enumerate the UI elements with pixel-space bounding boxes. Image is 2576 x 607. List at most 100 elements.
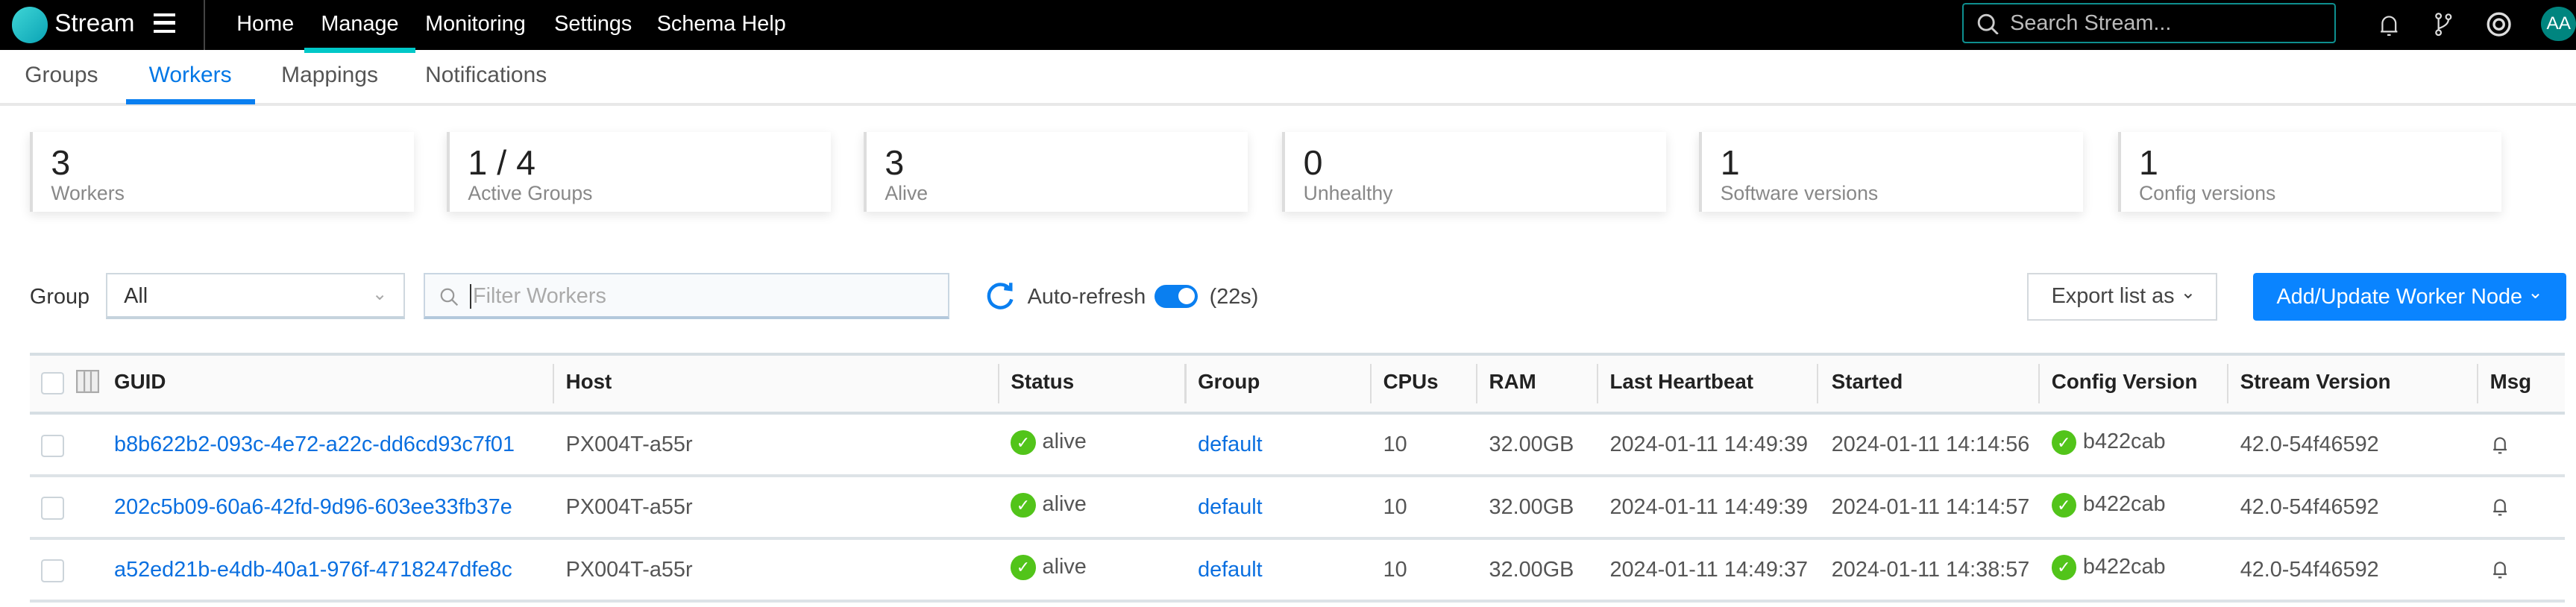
tab-groups[interactable]: Groups (25, 63, 98, 88)
worker-config-version: ✓ b422cab (2051, 429, 2166, 455)
chevron-down-icon: ⌄ (371, 284, 388, 305)
worker-config-version: ✓ b422cab (2051, 491, 2166, 518)
stat-card-alive: 3 Alive (864, 132, 1248, 212)
refresh-icon[interactable] (986, 281, 1016, 311)
worker-group-link[interactable]: default (1198, 433, 1263, 457)
stat-label: Config versions (2138, 182, 2276, 205)
divider (203, 0, 206, 50)
worker-last-heartbeat: 2024-01-11 14:49:39 (1609, 433, 1809, 457)
stream-logo[interactable] (11, 6, 48, 43)
group-select-value: All (124, 284, 148, 309)
status-text: alive (1042, 429, 1087, 453)
search-placeholder: Search Stream... (2010, 11, 2172, 36)
worker-stream-version: 42.0-54f46592 (2240, 433, 2379, 457)
worker-ram: 32.00GB (1489, 433, 1574, 457)
check-circle-icon: ✓ (2051, 430, 2077, 455)
tab-workers[interactable]: Workers (125, 63, 255, 105)
col-cpus[interactable]: CPUs (1383, 370, 1439, 394)
git-branch-icon[interactable] (2434, 12, 2454, 37)
worker-guid-link[interactable]: 202c5b09-60a6-42fd-9d96-603ee33fb37e (114, 495, 512, 520)
col-config-version[interactable]: Config Version (2051, 370, 2198, 394)
filter-workers-input[interactable]: Filter Workers (423, 273, 950, 320)
stat-card-active-groups: 1 / 4 Active Groups (446, 132, 831, 212)
row-checkbox[interactable] (41, 434, 65, 458)
stat-label: Workers (51, 182, 125, 205)
worker-started: 2024-01-11 14:14:56 (1831, 433, 2030, 457)
menu-icon[interactable] (154, 13, 176, 34)
worker-last-heartbeat: 2024-01-11 14:49:37 (1609, 558, 1809, 582)
stat-card-config-versions: 1 Config versions (2117, 132, 2502, 212)
stat-value: 1 / 4 (468, 142, 535, 182)
tab-notifications[interactable]: Notifications (425, 63, 547, 88)
filter-placeholder: Filter Workers (469, 284, 606, 309)
help-lifebuoy-icon[interactable] (2487, 12, 2511, 37)
col-started[interactable]: Started (1831, 370, 1903, 394)
top-navbar: Stream Home Manage Monitoring Settings S… (0, 0, 2576, 53)
worker-started: 2024-01-11 14:38:57 (1831, 558, 2030, 582)
bell-icon[interactable] (2492, 435, 2508, 455)
stat-value: 1 (2138, 142, 2158, 182)
col-status[interactable]: Status (1011, 370, 1075, 394)
worker-ram: 32.00GB (1489, 495, 1574, 520)
col-ram[interactable]: RAM (1489, 370, 1536, 394)
nav-settings[interactable]: Settings (554, 11, 632, 36)
bell-icon[interactable] (2492, 497, 2508, 517)
worker-group-link[interactable]: default (1198, 495, 1263, 520)
worker-guid-link[interactable]: b8b622b2-093c-4e72-a22c-dd6cd93c7f01 (114, 433, 515, 457)
col-host[interactable]: Host (565, 370, 612, 394)
auto-refresh-label: Auto-refresh (1027, 284, 1146, 309)
row-checkbox[interactable] (41, 497, 65, 520)
worker-group-link[interactable]: default (1198, 558, 1263, 582)
worker-cpus: 10 (1383, 558, 1407, 582)
add-label: Add/Update Worker Node (2276, 284, 2523, 309)
stat-value: 3 (885, 142, 905, 182)
stat-value: 3 (51, 142, 71, 182)
stat-label: Unhealthy (1303, 182, 1393, 205)
worker-status: ✓ alive (1011, 555, 1087, 580)
check-circle-icon: ✓ (1011, 555, 1036, 580)
tab-mappings[interactable]: Mappings (281, 63, 378, 88)
search-input[interactable]: Search Stream... (1962, 3, 2337, 43)
worker-stream-version: 42.0-54f46592 (2240, 495, 2379, 520)
nav-home[interactable]: Home (236, 11, 295, 36)
row-checkbox[interactable] (41, 559, 65, 582)
stat-label: Alive (885, 182, 929, 205)
worker-cpus: 10 (1383, 495, 1407, 520)
worker-host: PX004T-a55r (565, 433, 693, 457)
config-text: b422cab (2082, 429, 2166, 453)
nav-manage[interactable]: Manage (304, 11, 415, 53)
search-icon (1977, 13, 1999, 35)
table-row: 202c5b09-60a6-42fd-9d96-603ee33fb37e PX0… (29, 477, 2565, 540)
nav-schema-help[interactable]: Schema Help (656, 11, 786, 36)
check-circle-icon: ✓ (2051, 555, 2077, 580)
worker-guid-link[interactable]: a52ed21b-e4db-40a1-976f-4718247dfe8c (114, 558, 512, 582)
select-all-checkbox[interactable] (41, 371, 65, 395)
col-group[interactable]: Group (1198, 370, 1260, 394)
auto-refresh-toggle[interactable] (1155, 284, 1199, 308)
export-list-button[interactable]: Export list as ⌄ (2026, 273, 2217, 321)
check-circle-icon: ✓ (1011, 430, 1036, 455)
stat-card-software-versions: 1 Software versions (1699, 132, 2083, 212)
bell-icon[interactable] (2492, 559, 2508, 579)
bell-icon[interactable] (2379, 13, 2399, 37)
group-select[interactable]: All ⌄ (105, 273, 406, 320)
search-icon (440, 288, 458, 306)
col-msg[interactable]: Msg (2489, 370, 2532, 394)
chevron-down-icon: ⌄ (2528, 283, 2543, 304)
nav-monitoring[interactable]: Monitoring (425, 11, 526, 36)
worker-host: PX004T-a55r (565, 495, 693, 520)
stat-label: Active Groups (468, 182, 593, 205)
config-text: b422cab (2082, 491, 2166, 516)
config-text: b422cab (2082, 554, 2166, 579)
group-label: Group (29, 284, 90, 309)
col-last-heartbeat[interactable]: Last Heartbeat (1609, 370, 1754, 394)
table-row: a52ed21b-e4db-40a1-976f-4718247dfe8c PX0… (29, 540, 2565, 603)
table-row: b8b622b2-093c-4e72-a22c-dd6cd93c7f01 PX0… (29, 415, 2565, 477)
user-avatar[interactable]: AA (2541, 6, 2576, 42)
col-stream-version[interactable]: Stream Version (2240, 370, 2391, 394)
col-guid[interactable]: GUID (114, 370, 166, 394)
add-update-worker-button[interactable]: Add/Update Worker Node ⌄ (2253, 273, 2566, 321)
columns-icon[interactable] (76, 370, 100, 394)
status-text: alive (1042, 491, 1087, 516)
worker-config-version: ✓ b422cab (2051, 554, 2166, 580)
